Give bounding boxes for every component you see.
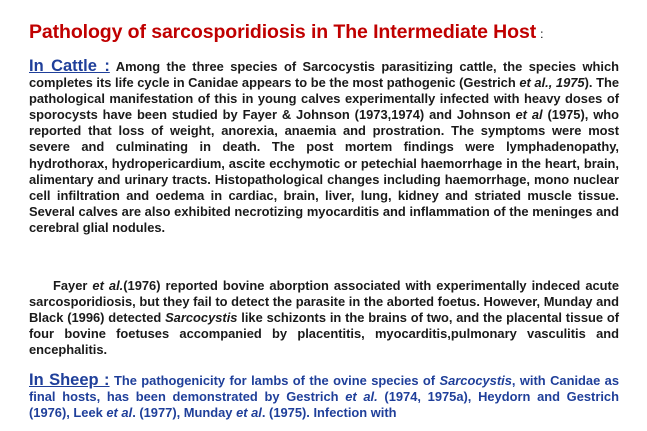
- cattle-italic-2: et al: [515, 107, 543, 123]
- sheep-text-2: , with Canidae as final hosts, has been …: [29, 373, 620, 405]
- sheep-heading: In Sheep :: [29, 371, 110, 389]
- cattle-text-2: ). The pathological manifestation of thi…: [29, 75, 620, 123]
- fayer-paragraph: Fayer et al.(1976) reported bovine aborp…: [29, 278, 619, 358]
- fayer-text-3: like schizonts in the brains of two, and…: [29, 310, 619, 358]
- sheep-text-3: (1974, 1975a), Heydorn and Gestrich (197…: [29, 389, 619, 421]
- fayer-italic-2: Sarcocystis: [165, 310, 238, 326]
- sheep-italic-4: et al: [236, 405, 262, 421]
- cattle-heading: In Cattle :: [29, 57, 110, 75]
- fayer-italic-1: et al.: [92, 278, 124, 293]
- sheep-italic-2: et al.: [345, 389, 378, 405]
- cattle-text-3: (1975), who reported that loss of weight…: [29, 107, 619, 235]
- slide-title-colon: :: [540, 27, 544, 41]
- sheep-paragraph: In Sheep : The pathogenicity for lambs o…: [29, 372, 619, 421]
- slide-title-text: Pathology of sarcosporidiosis in The Int…: [29, 21, 537, 43]
- sheep-text-4: . (1977), Munday: [132, 405, 237, 421]
- fayer-text-1: Fayer: [53, 278, 93, 293]
- slide-title: Pathology of sarcosporidiosis in The Int…: [29, 21, 543, 44]
- fayer-text-2: (1976) reported bovine aborption associa…: [29, 278, 619, 326]
- sheep-italic-3: et al: [106, 405, 133, 421]
- sheep-text-1: The pathogenicity for lambs of the ovine…: [109, 373, 440, 388]
- cattle-paragraph: In Cattle : Among the three species of S…: [29, 58, 619, 236]
- sheep-text-5: . (1975). Infection with: [261, 405, 397, 421]
- sheep-italic-1: Sarcocystis: [439, 373, 512, 388]
- cattle-text-1: Among the three species of Sarcocystis p…: [29, 59, 619, 91]
- cattle-italic-1: et al., 1975: [519, 75, 585, 91]
